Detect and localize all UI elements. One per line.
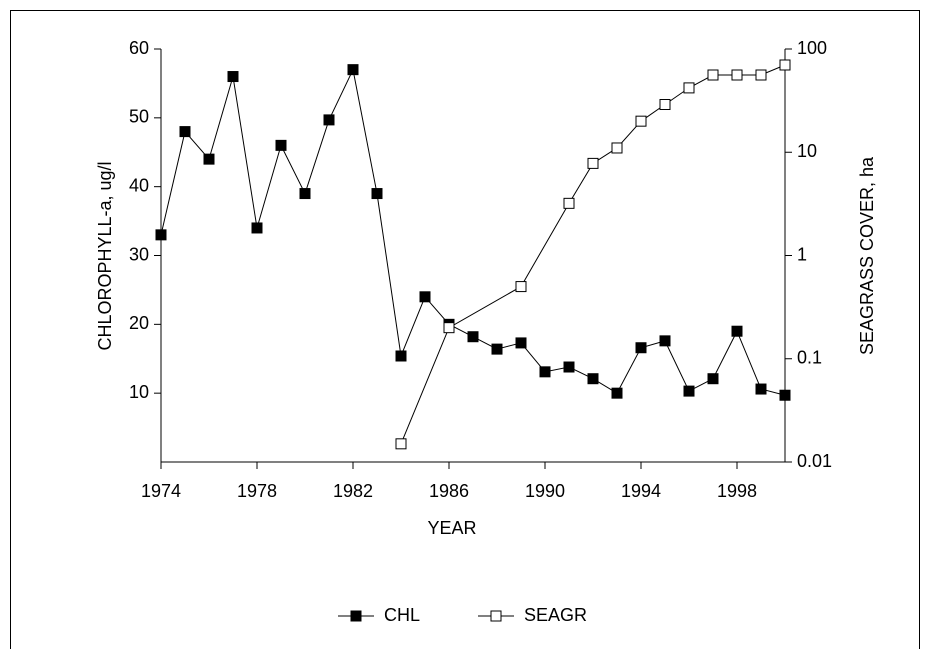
data-point: [371, 188, 383, 200]
x-tick-label: 1998: [717, 481, 757, 501]
data-point: [419, 291, 431, 303]
data-point: [203, 153, 215, 165]
data-point: [587, 157, 599, 169]
data-point: [299, 188, 311, 200]
frame: [10, 10, 920, 649]
data-point: [347, 64, 359, 76]
x-tick-label: 1986: [429, 481, 469, 501]
x-tick-label: 1978: [237, 481, 277, 501]
data-point: [155, 229, 167, 241]
data-point: [707, 69, 719, 81]
data-point: [611, 387, 623, 399]
y-tick-label: 10: [129, 382, 149, 402]
data-point: [395, 438, 407, 450]
data-point: [251, 222, 263, 234]
y2-tick-label: 0.01: [797, 451, 832, 471]
y-tick-label: 50: [129, 107, 149, 127]
y2-axis-label: SEAGRASS COVER, ha: [857, 156, 877, 355]
y2-tick-label: 0.1: [797, 348, 822, 368]
x-axis-label: YEAR: [427, 518, 476, 538]
series-line: [400, 64, 786, 445]
data-point: [563, 197, 575, 209]
data-point: [275, 139, 287, 151]
data-point: [467, 331, 479, 343]
x-tick-label: 1974: [141, 481, 181, 501]
data-point: [179, 126, 191, 138]
y2-tick-label: 100: [797, 38, 827, 58]
legend-marker: [350, 610, 362, 622]
data-point: [755, 69, 767, 81]
data-point: [707, 373, 719, 385]
x-tick-label: 1990: [525, 481, 565, 501]
data-point: [659, 99, 671, 111]
data-point: [539, 366, 551, 378]
data-point: [395, 350, 407, 362]
data-point: [515, 337, 527, 349]
data-point: [611, 142, 623, 154]
data-point: [587, 373, 599, 385]
y2-tick-label: 1: [797, 244, 807, 264]
data-point: [731, 69, 743, 81]
legend-marker: [490, 610, 502, 622]
data-point: [731, 325, 743, 337]
data-point: [515, 281, 527, 293]
data-point: [323, 114, 335, 126]
data-point: [683, 82, 695, 94]
y-tick-label: 40: [129, 175, 149, 195]
data-point: [779, 389, 791, 401]
data-point: [563, 361, 575, 373]
y-axis-label: CHLOROPHYLL-a, ug/l: [95, 161, 115, 350]
x-tick-label: 1982: [333, 481, 373, 501]
legend-label: SEAGR: [524, 605, 587, 625]
data-point: [635, 342, 647, 354]
y-tick-label: 60: [129, 38, 149, 58]
data-point: [491, 343, 503, 355]
x-tick-label: 1994: [621, 481, 661, 501]
data-point: [683, 385, 695, 397]
y-tick-label: 20: [129, 313, 149, 333]
data-point: [779, 59, 791, 71]
data-point: [659, 335, 671, 347]
data-point: [635, 115, 647, 127]
data-point: [227, 71, 239, 83]
legend-label: CHL: [384, 605, 420, 625]
y2-tick-label: 10: [797, 141, 817, 161]
data-point: [755, 383, 767, 395]
data-point: [443, 322, 455, 334]
y-tick-label: 30: [129, 244, 149, 264]
